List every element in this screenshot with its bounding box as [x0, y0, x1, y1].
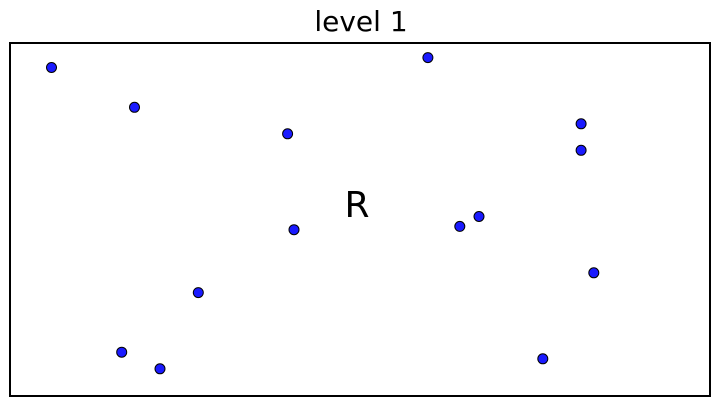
diagram-title: level 1	[314, 5, 407, 38]
point-12	[116, 346, 128, 358]
point-9	[473, 211, 485, 222]
point-1	[46, 62, 57, 73]
point-10	[588, 267, 600, 279]
point-3	[282, 128, 294, 140]
region-label: R	[344, 185, 369, 226]
point-6	[575, 144, 587, 156]
point-2	[129, 101, 140, 113]
point-5	[575, 118, 587, 130]
point-13	[154, 363, 166, 375]
point-8	[454, 220, 466, 232]
point-7	[288, 224, 300, 236]
region-rect	[9, 42, 711, 397]
point-11	[192, 287, 204, 299]
point-14	[537, 353, 549, 365]
points-layer	[46, 52, 600, 375]
point-4	[422, 52, 434, 64]
